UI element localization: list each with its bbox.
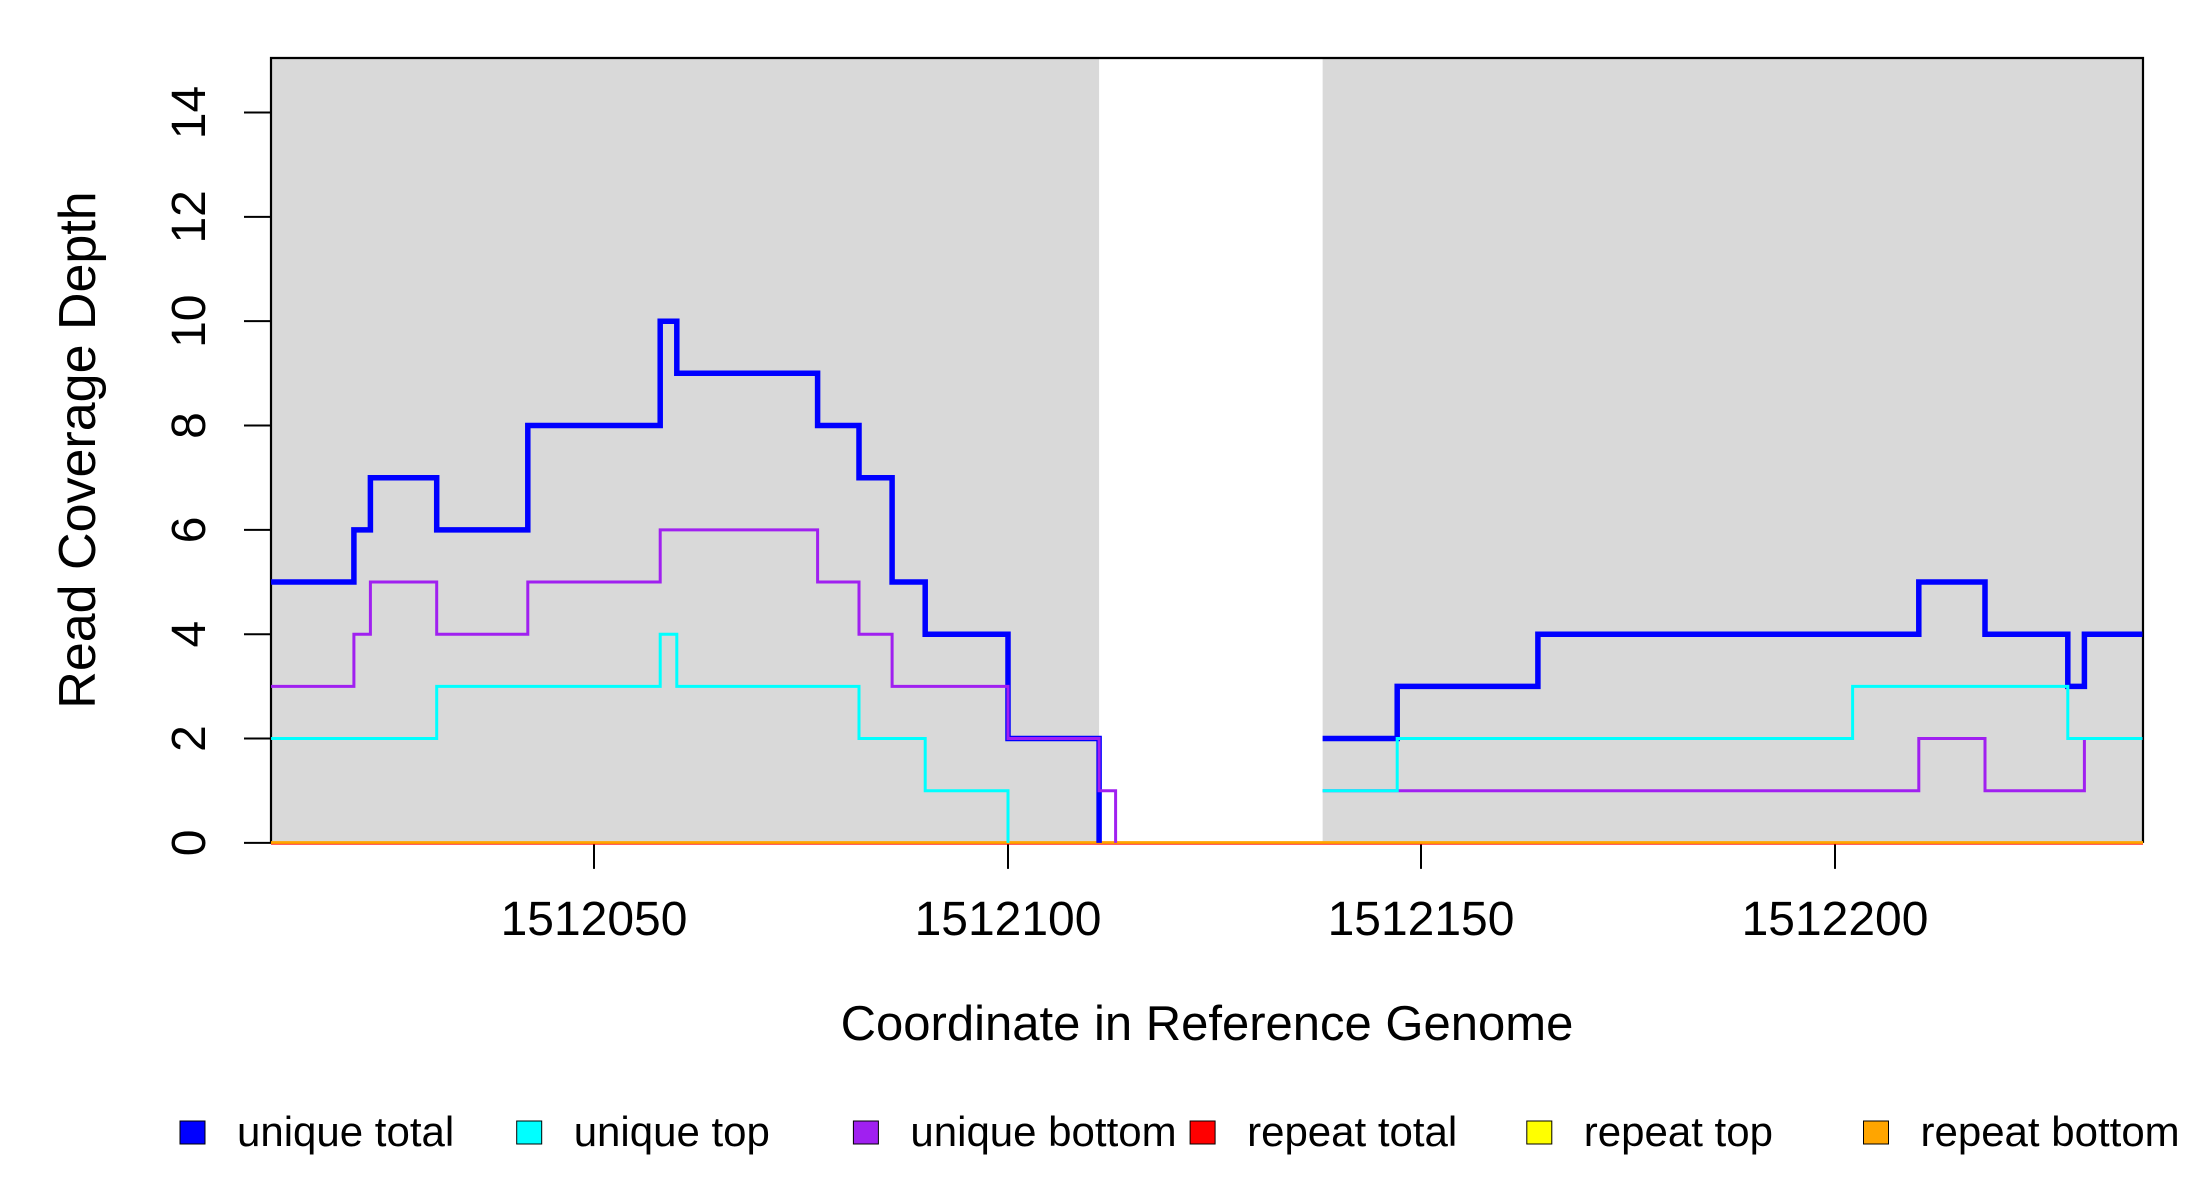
svg-text:6: 6 (163, 517, 216, 544)
svg-text:repeat bottom: repeat bottom (1921, 1108, 2180, 1155)
svg-text:Coordinate in Reference Genome: Coordinate in Reference Genome (841, 997, 1574, 1051)
svg-text:10: 10 (163, 294, 216, 347)
svg-text:unique bottom: unique bottom (910, 1108, 1176, 1155)
svg-text:4: 4 (163, 621, 216, 648)
svg-text:repeat total: repeat total (1247, 1108, 1457, 1155)
svg-text:8: 8 (163, 412, 216, 439)
svg-text:1512150: 1512150 (1328, 893, 1515, 946)
svg-text:14: 14 (163, 86, 216, 139)
svg-text:1512050: 1512050 (501, 893, 688, 946)
svg-text:1512200: 1512200 (1742, 893, 1929, 946)
svg-text:0: 0 (163, 830, 216, 857)
svg-text:Read Coverage Depth: Read Coverage Depth (49, 191, 107, 708)
svg-text:unique top: unique top (574, 1108, 770, 1155)
svg-text:repeat top: repeat top (1584, 1108, 1773, 1155)
svg-text:2: 2 (163, 725, 216, 752)
svg-text:1512100: 1512100 (915, 893, 1102, 946)
svg-text:12: 12 (163, 190, 216, 243)
svg-text:unique total: unique total (237, 1108, 454, 1155)
